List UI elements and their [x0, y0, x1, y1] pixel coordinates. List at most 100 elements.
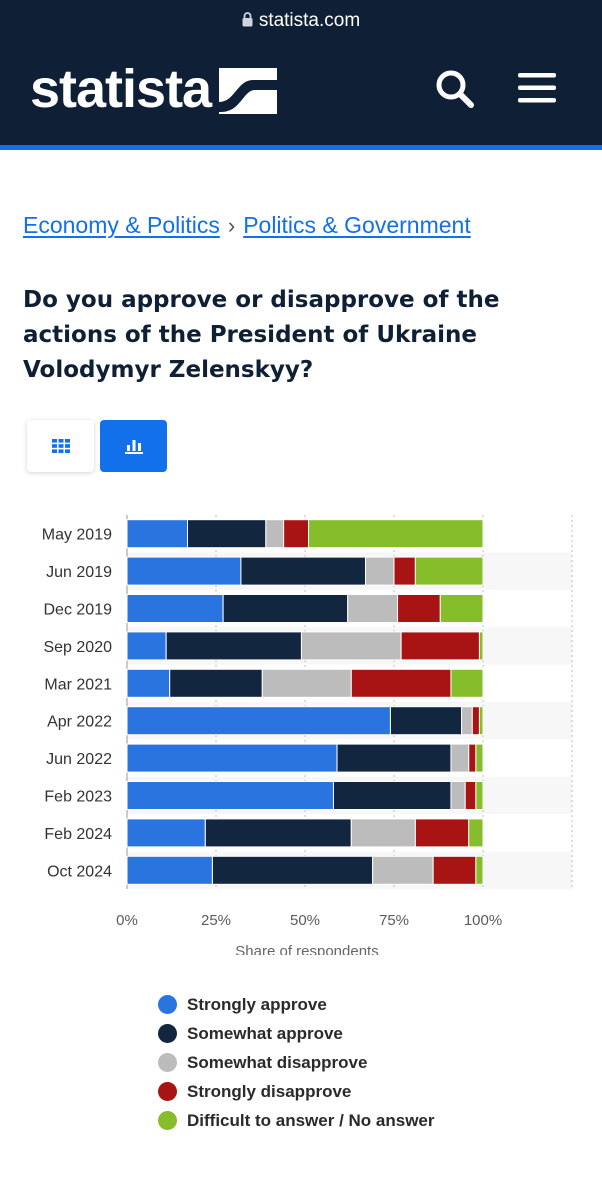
category-label: Jun 2019: [46, 564, 112, 581]
breadcrumb-economy-politics[interactable]: Economy & Politics: [23, 212, 220, 238]
bar-segment[interactable]: [414, 556, 484, 586]
x-axis-title: Share of respondents: [235, 943, 378, 955]
bar-segment[interactable]: [261, 668, 352, 698]
bar-segment[interactable]: [222, 594, 349, 623]
bar-segment[interactable]: [126, 556, 242, 586]
category-label: Jun 2022: [46, 751, 112, 768]
bar-segment[interactable]: [126, 855, 213, 885]
bar-segment[interactable]: [332, 781, 452, 810]
bar-segment[interactable]: [393, 556, 416, 586]
legend-label: Difficult to answer / No answer: [187, 1110, 435, 1130]
bar-segment[interactable]: [169, 668, 263, 698]
category-label: Feb 2024: [44, 826, 112, 843]
bar-segment[interactable]: [475, 855, 484, 885]
bar-segment[interactable]: [165, 631, 302, 661]
bar-segment[interactable]: [126, 519, 189, 549]
breadcrumb-politics-government[interactable]: Politics & Government: [243, 212, 471, 238]
bar-segment[interactable]: [450, 781, 466, 810]
category-label: Mar 2021: [44, 676, 112, 693]
grid-icon: [51, 439, 70, 453]
bar-segment[interactable]: [350, 668, 452, 698]
stacked-bar-chart: May 2019 Jun 2019 Dec 2019 Sep 2020 Mar 2021…: [42, 515, 573, 955]
bar-segment[interactable]: [478, 631, 484, 661]
legend-label: Strongly approve: [187, 994, 327, 1014]
hamburger-menu-icon: [518, 73, 556, 103]
x-tick-label: 25%: [201, 912, 231, 929]
category-label: May 2019: [42, 527, 112, 544]
bar-segment[interactable]: [461, 706, 473, 736]
chart-view-button[interactable]: [100, 420, 167, 472]
category-label: Dec 2019: [44, 602, 113, 619]
legend-item[interactable]: Somewhat approve: [158, 1019, 435, 1048]
x-tick-label: 100%: [464, 912, 502, 929]
bar-segment[interactable]: [372, 855, 434, 885]
table-view-button[interactable]: [27, 420, 94, 472]
bar-segment[interactable]: [211, 855, 374, 885]
header-accent-bar: [0, 145, 602, 150]
chart-legend: Strongly approve Somewhat approve Somewhat…: [158, 990, 435, 1135]
bar-segment[interactable]: [283, 519, 310, 549]
bar-segment[interactable]: [336, 743, 452, 773]
bar-segment[interactable]: [126, 706, 391, 736]
category-label: Apr 2022: [47, 714, 112, 731]
url-text: statista.com: [258, 10, 361, 31]
site-header: statista.com statista: [0, 0, 602, 145]
logo-text: statista: [30, 59, 212, 119]
bar-segment[interactable]: [450, 668, 484, 698]
logo-mark-icon: [219, 68, 278, 114]
bar-segment[interactable]: [475, 781, 484, 810]
bar-segment[interactable]: [439, 594, 484, 623]
browser-url-bar[interactable]: statista.com: [0, 10, 602, 32]
legend-label: Somewhat disapprove: [187, 1052, 368, 1072]
statista-logo[interactable]: statista: [30, 59, 278, 119]
legend-item[interactable]: Strongly disapprove: [158, 1077, 435, 1106]
bar-segment[interactable]: [126, 743, 338, 773]
bar-segment[interactable]: [397, 594, 441, 623]
breadcrumb-separator: ›: [227, 213, 236, 238]
search-icon: [436, 70, 474, 108]
search-button[interactable]: [434, 68, 476, 110]
bar-segment[interactable]: [126, 631, 167, 661]
bar-segment[interactable]: [400, 631, 480, 661]
bar-segment[interactable]: [308, 519, 484, 549]
bar-segment[interactable]: [126, 594, 224, 623]
bar-segment[interactable]: [300, 631, 402, 661]
bar-segment[interactable]: [468, 743, 477, 773]
bar-segment[interactable]: [187, 519, 267, 549]
bar-segment[interactable]: [265, 519, 285, 549]
bar-segment[interactable]: [204, 818, 352, 848]
category-label: Feb 2023: [44, 789, 112, 806]
legend-item[interactable]: Somewhat disapprove: [158, 1048, 435, 1077]
bar-segment[interactable]: [478, 706, 484, 736]
bar-segment[interactable]: [350, 818, 416, 848]
lock-icon: [242, 12, 253, 27]
legend-swatch: [158, 1111, 177, 1130]
bar-segment[interactable]: [126, 781, 334, 810]
bar-segment[interactable]: [365, 556, 395, 586]
x-tick-label: 50%: [290, 912, 320, 929]
bar-chart-icon: [124, 440, 143, 454]
menu-button[interactable]: [516, 70, 558, 106]
legend-label: Strongly disapprove: [187, 1081, 352, 1101]
bar-segment[interactable]: [468, 818, 484, 848]
bar-segment[interactable]: [471, 706, 480, 736]
bar-segment[interactable]: [126, 668, 171, 698]
bar-segment[interactable]: [414, 818, 470, 848]
bar-segment[interactable]: [450, 743, 470, 773]
bar-segment[interactable]: [389, 706, 463, 736]
bar-segment[interactable]: [432, 855, 477, 885]
legend-item[interactable]: Strongly approve: [158, 990, 435, 1019]
bar-segment[interactable]: [464, 781, 477, 810]
bar-segment[interactable]: [475, 743, 484, 773]
x-tick-label: 75%: [379, 912, 409, 929]
page-title: Do you approve or disapprove of the acti…: [23, 287, 500, 383]
category-label: Oct 2024: [47, 863, 112, 880]
bar-segment[interactable]: [347, 594, 399, 623]
legend-swatch: [158, 1082, 177, 1101]
bar-segment[interactable]: [240, 556, 367, 586]
legend-item[interactable]: Difficult to answer / No answer: [158, 1106, 435, 1135]
legend-label: Somewhat approve: [187, 1023, 343, 1043]
legend-swatch: [158, 995, 177, 1014]
breadcrumb: Economy & Politics › Politics & Government: [23, 212, 471, 239]
bar-segment[interactable]: [126, 818, 206, 848]
